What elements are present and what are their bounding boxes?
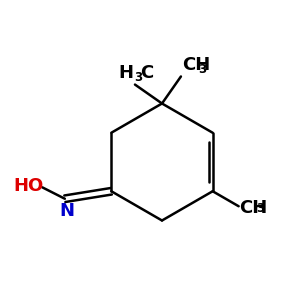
Text: CH: CH	[239, 199, 268, 217]
Text: H: H	[118, 64, 134, 82]
Text: 3: 3	[198, 63, 206, 76]
Text: CH: CH	[182, 56, 210, 74]
Text: C: C	[140, 64, 154, 82]
Text: 3: 3	[134, 71, 142, 84]
Text: HO: HO	[14, 177, 44, 195]
Text: N: N	[60, 202, 75, 220]
Text: 3: 3	[256, 202, 264, 215]
